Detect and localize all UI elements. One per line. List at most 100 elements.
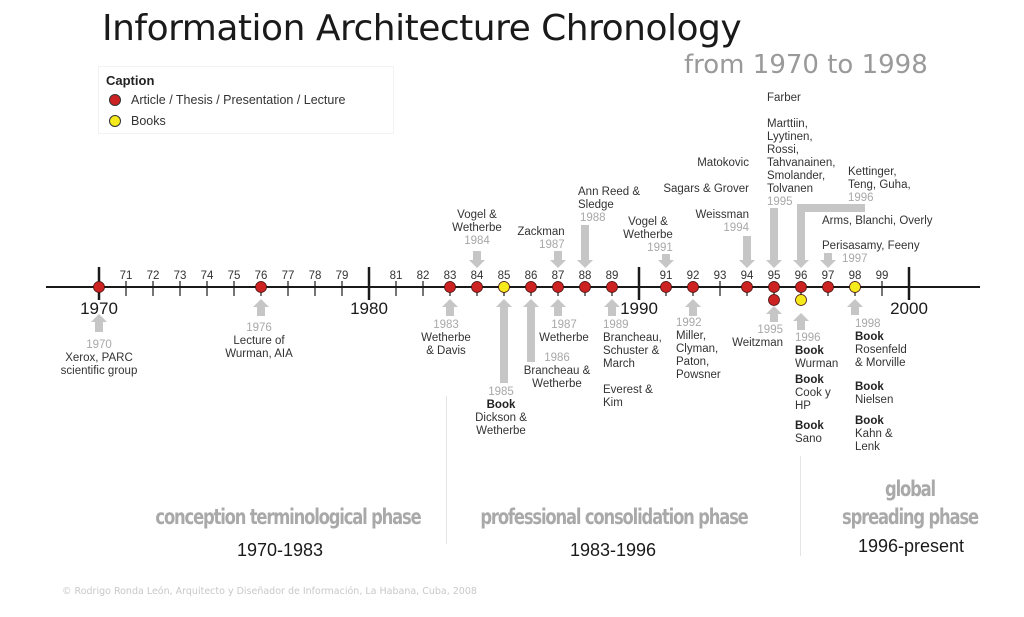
event-year: 1996 xyxy=(795,332,821,344)
year-tick-label: 82 xyxy=(417,270,430,282)
year-tick-label: 99 xyxy=(876,270,889,282)
legend-item-book: Books xyxy=(109,114,166,128)
event-text: Kim xyxy=(603,397,623,409)
decade-label: 1980 xyxy=(350,299,388,318)
article-marker xyxy=(606,281,618,293)
year-tick-label: 86 xyxy=(525,270,538,282)
article-marker xyxy=(768,281,780,293)
event-text: March xyxy=(603,358,635,370)
event-text: Wetherbe xyxy=(539,332,589,344)
arrow-up-icon xyxy=(91,314,107,332)
book-tag: Book xyxy=(855,331,884,343)
event-label: 1987 Wetherbe xyxy=(539,319,589,345)
year-tick-label: 72 xyxy=(147,270,160,282)
arrow-up-icon xyxy=(442,299,458,316)
arrow-up-icon xyxy=(766,306,782,322)
event-text: Wetherbe xyxy=(452,222,502,234)
event-year: 1987 xyxy=(539,239,565,251)
arrow-down-icon xyxy=(550,251,566,268)
arrow-down-icon xyxy=(577,225,593,268)
event-year: 1995 xyxy=(767,196,793,208)
arrow-up-icon xyxy=(496,299,512,383)
event-text: Sledge xyxy=(578,199,614,211)
event-text: Lenk xyxy=(855,441,880,453)
arrow-down-icon xyxy=(793,204,809,268)
event-text: Vogel & xyxy=(628,216,668,228)
event-label: 1976 Lecture of Wurman, AIA xyxy=(225,322,293,361)
arrow-down-icon xyxy=(820,253,836,268)
event-text: Rossi, xyxy=(767,144,799,156)
year-tick-label: 98 xyxy=(849,270,862,282)
arrow-up-icon xyxy=(604,299,620,316)
event-text: Kettinger, xyxy=(848,166,897,178)
year-tick-label: 97 xyxy=(822,270,835,282)
arrow-down-icon xyxy=(739,236,755,268)
event-text: Perisasamy, Feeny xyxy=(822,240,920,252)
event-text: Nielsen xyxy=(855,394,894,406)
article-marker xyxy=(93,281,105,293)
phase-name: professional consolidation phase xyxy=(480,505,748,529)
event-label: 1970 Xerox, PARC scientific group xyxy=(61,339,138,378)
book-tag: Book xyxy=(855,415,884,427)
article-marker xyxy=(525,281,537,293)
page-title: Information Architecture Chronology xyxy=(102,8,742,49)
event-label: Marttiin, Lyytinen, Rossi, Tahvanainen, … xyxy=(767,118,835,209)
year-tick-label: 85 xyxy=(498,270,511,282)
event-text: Smolander, xyxy=(767,170,826,182)
year-tick-label: 93 xyxy=(714,270,727,282)
event-label: Vogel & Wetherbe 1991 xyxy=(623,216,673,255)
phase-name: global xyxy=(885,477,936,501)
year-tick-label: 94 xyxy=(741,270,754,282)
event-label: Vogel & Wetherbe 1984 xyxy=(452,209,502,248)
year-tick-label: 89 xyxy=(606,270,619,282)
event-year: 1991 xyxy=(647,242,673,254)
event-text: Teng, Guha, xyxy=(848,179,911,191)
event-text: Marttiin, xyxy=(767,118,808,130)
event-year: 1994 xyxy=(723,222,749,234)
decade-label: 2000 xyxy=(890,299,928,318)
event-text: Brancheau & xyxy=(523,365,591,377)
article-marker xyxy=(822,281,834,293)
year-tick-label: 96 xyxy=(795,270,808,282)
event-text: Schuster & xyxy=(603,345,660,357)
article-marker xyxy=(687,281,699,293)
event-text: Tolvanen xyxy=(767,183,814,195)
event-text: Rosenfeld xyxy=(855,344,907,356)
arrow-up-icon xyxy=(523,299,539,362)
page-subtitle: from 1970 to 1998 xyxy=(684,50,928,80)
year-tick-label: 76 xyxy=(255,270,268,282)
decade-label: 1970 xyxy=(80,299,118,318)
article-marker xyxy=(471,281,483,293)
phase-name: conception terminological phase xyxy=(155,505,421,529)
year-tick-label: 84 xyxy=(471,270,484,282)
event-label: 1986 Brancheau & Wetherbe xyxy=(524,352,591,391)
event-label: 1995 Weitzman xyxy=(732,324,783,350)
event-label: Zackman 1987 xyxy=(517,226,564,252)
year-tick-label: 91 xyxy=(660,270,673,282)
arrow-up-icon xyxy=(253,299,269,316)
event-text: Wetherbe xyxy=(421,332,471,344)
event-text: Vogel & xyxy=(457,209,497,221)
event-label: Matokovic xyxy=(697,157,749,170)
year-tick-label: 79 xyxy=(336,270,349,282)
article-marker xyxy=(579,281,591,293)
event-label: 1983 Wetherbe & Davis xyxy=(421,319,471,358)
event-text: Xerox, PARC xyxy=(65,352,133,364)
book-tag: Book xyxy=(486,399,516,411)
event-text: Wetherbe xyxy=(623,229,673,241)
event-text: Arms, Blanchi, Overly xyxy=(822,215,933,227)
book-tag: Book xyxy=(795,374,824,386)
legend-item-article: Article / Thesis / Presentation / Lectur… xyxy=(109,93,345,107)
arrow-up-icon xyxy=(550,299,566,316)
event-year: 1970 xyxy=(86,339,112,351)
footer-copyright: © Rodrigo Ronda León, Arquitecto y Diseñ… xyxy=(62,586,477,597)
phase-separator xyxy=(800,456,801,556)
event-label: Sagars & Grover xyxy=(663,183,749,196)
event-text: Paton, xyxy=(676,356,710,368)
event-text: & Davis xyxy=(426,345,466,357)
event-text: Wurman, AIA xyxy=(225,348,293,360)
markers-layer xyxy=(93,281,861,306)
year-tick-label: 83 xyxy=(444,270,457,282)
year-tick-label: 71 xyxy=(120,270,133,282)
event-text: Lecture of xyxy=(233,335,285,347)
